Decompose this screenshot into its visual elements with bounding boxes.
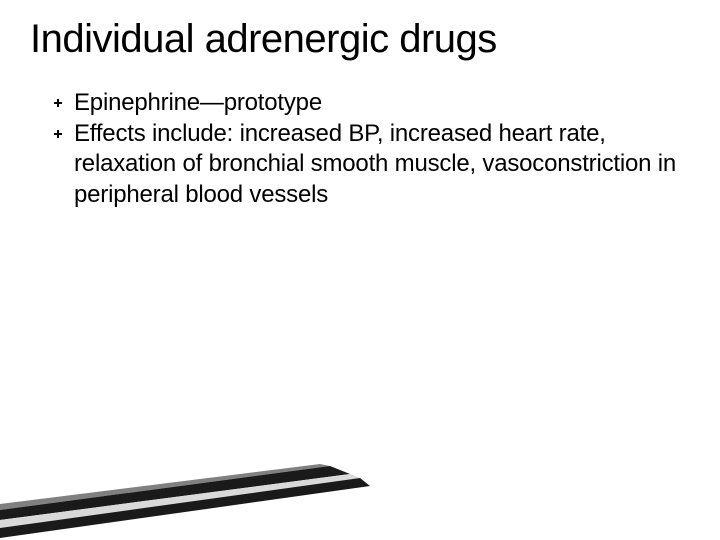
slide-title: Individual adrenergic drugs: [30, 18, 690, 60]
stripe: [0, 466, 350, 520]
corner-decoration: [0, 450, 380, 540]
stripe: [0, 474, 360, 528]
bullet-list: Epinephrine—prototype Effects include: i…: [30, 88, 690, 211]
stripe: [0, 478, 370, 538]
list-item: Epinephrine—prototype: [54, 88, 690, 119]
list-item: Effects include: increased BP, increased…: [54, 119, 690, 211]
slide: Individual adrenergic drugs Epinephrine—…: [0, 0, 720, 540]
stripe: [0, 464, 330, 510]
